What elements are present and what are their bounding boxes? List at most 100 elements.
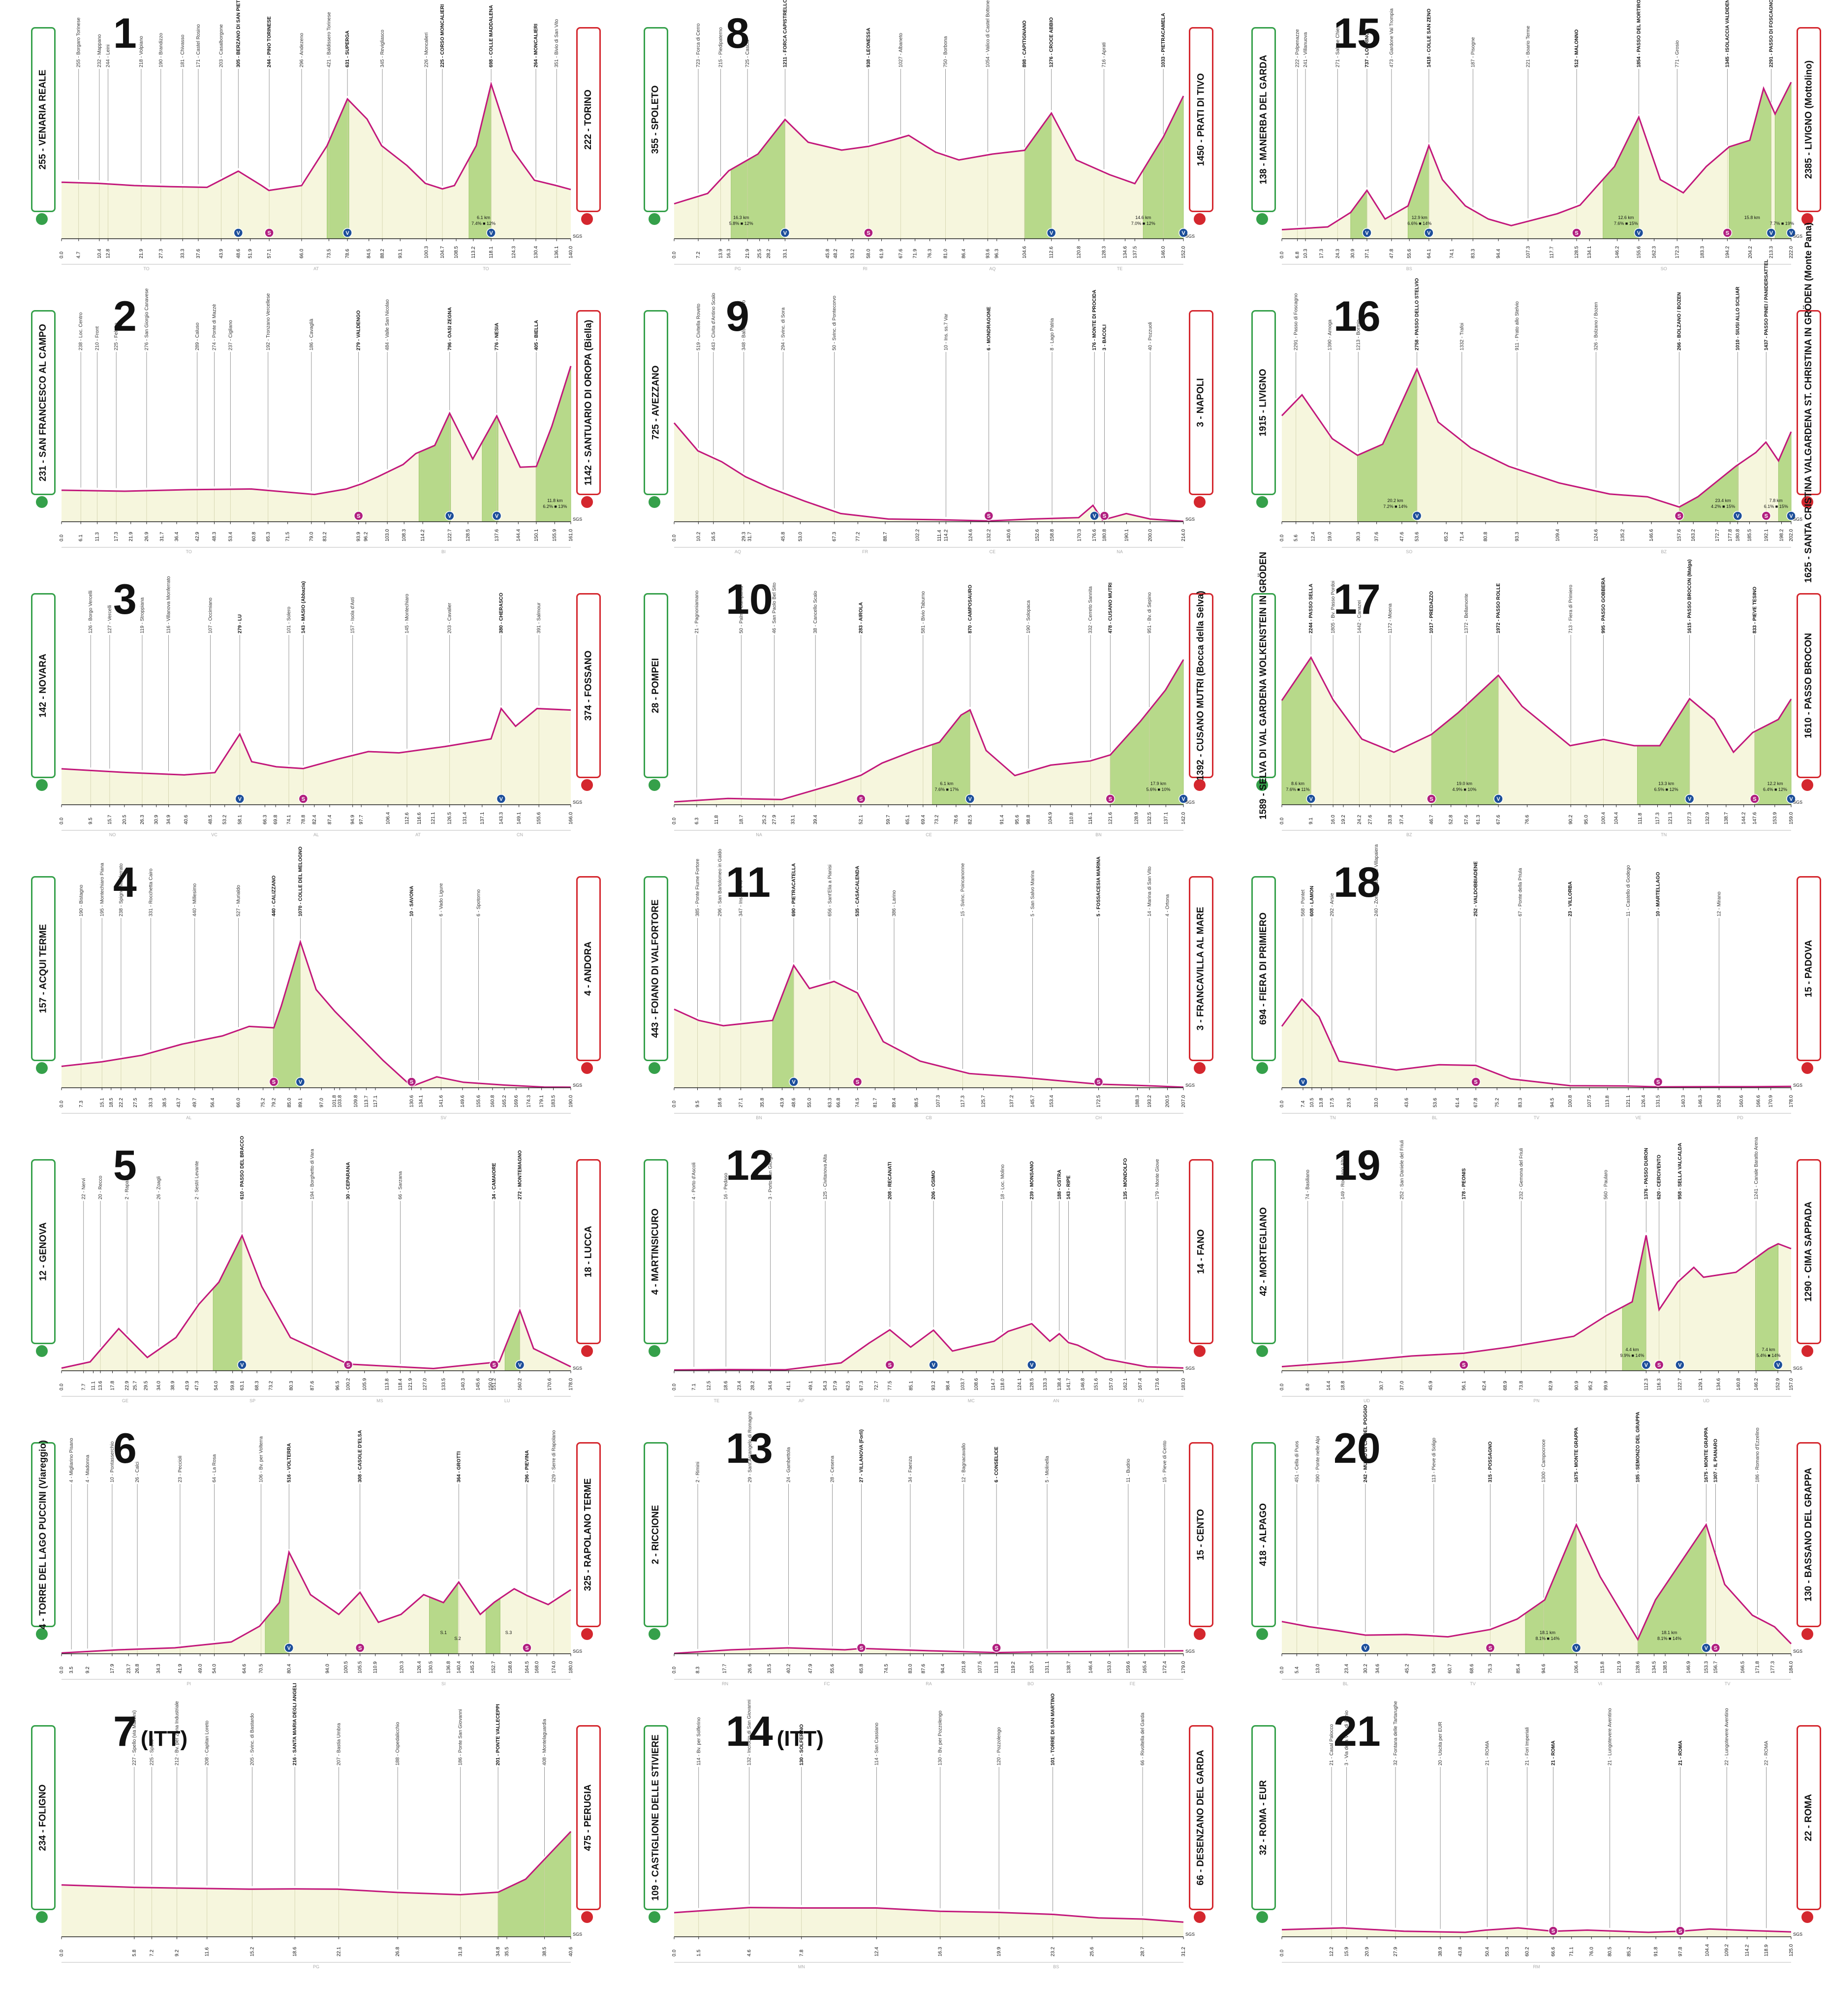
km-tick-label: 59.8 [230,1381,236,1390]
km-tick-label: 85.4 [1516,1664,1521,1673]
km-tick-label: 7.8 [799,1950,805,1956]
start-label-box: 255 - VENARIA REALE [31,27,56,212]
region-label: AT [313,266,319,271]
place-label: 20 - Uscita per EUR [1438,1722,1443,1765]
km-tick-label: 31.8 [458,1947,464,1956]
km-tick-label: 11.1 [91,1381,96,1390]
km-tick-label: 109.8 [353,1095,359,1107]
kom-marker: V [1412,511,1422,521]
km-tick-label: 71.1 [1569,1947,1575,1956]
km-tick-label: 89.1 [298,1098,303,1107]
km-tick-label: 47.3 [194,1381,200,1390]
start-label: 443 - FOIANO DI VALFORTORE [651,899,661,1038]
profile-area [674,1907,1183,1937]
profile-area [1282,657,1791,805]
km-tick-label: 190.1 [1124,529,1129,541]
km-tick-label: 153.0 [1107,1661,1113,1673]
climb-gradient-label: 5.8% ■ 12% [729,221,753,226]
km-tick-label: 107.3 [1525,246,1531,258]
place-label: 296 - San Bartolomeo in Galdo [717,849,723,916]
km-tick-label: 172.4 [1162,1661,1168,1673]
place-label: 289 - Caluso [195,322,200,350]
km-tick-label: 0.0 [59,535,64,541]
climb-gradient-label: 8.6 km [1291,781,1304,786]
svg-text:V: V [1181,796,1185,802]
place-label: 2758 - PASSO DELLO STELVIO [1415,278,1420,350]
place-label: 1442 - Canazei [1357,600,1363,633]
svg-text:S: S [1575,230,1578,236]
svg-text:V: V [1415,513,1419,519]
km-tick-label: 48.3 [212,532,217,541]
start-label: 42 - MORTEGLIANO [1258,1207,1269,1296]
climb-gradient-label: 6.1 km [477,215,490,220]
km-tick-label: 111.4 [937,530,942,541]
km-tick-label: 83.2 [322,532,328,541]
profile-area [674,965,1183,1088]
km-tick-label: 11.3 [95,532,100,541]
profile-area [674,1323,1183,1371]
place-label: 179 - Monte Giove [1155,1159,1160,1199]
place-label: 527 - Murialdo [236,885,242,916]
km-tick-label: 40.6 [568,1947,574,1956]
km-tick-label: 110.9 [373,1661,378,1673]
km-tick-label: 93.3 [1515,532,1520,541]
svg-text:V: V [287,1645,291,1651]
km-tick-label: 73.5 [326,249,332,258]
place-label: 385 - Ponte Fiume Fortore [695,858,701,916]
start-label: 355 - SPOLETO [651,85,661,154]
km-tick-label: 144.4 [516,529,521,541]
km-tick-label: 119.2 [1011,1661,1016,1673]
km-tick-label: 76.3 [928,249,933,258]
profile-area [1282,999,1791,1088]
svg-text:V: V [1789,796,1793,802]
km-tick-label: 104.4 [1614,812,1619,824]
region-label: BZ [1406,832,1412,837]
km-tick-label: 93.1 [398,249,403,258]
start-flag-icon [36,1628,48,1640]
svg-text:V: V [495,513,499,519]
km-tick-label: 90.2 [1568,815,1574,824]
km-tick-label: 131.1 [1045,1661,1050,1673]
km-tick-label: 25.7 [132,1381,138,1390]
km-tick-label: 0.0 [1279,535,1285,541]
place-label: 581 - Bivio Taburno [921,591,926,633]
km-tick-label: 18.6 [717,1098,723,1107]
km-tick-label: 71.4 [1459,532,1465,541]
place-label: 1276 - CROCE ABBIO [1049,17,1055,67]
sprint-marker: S [1105,794,1116,804]
finish-label-box: 374 - FOSSANO [576,593,601,778]
profile-line [673,422,1184,522]
place-label: 24 - Gambettola [786,1447,791,1482]
km-tick-label: 0.0 [1279,252,1285,258]
profile-chart: 0.0 9.5 18.6 27.1 35.8 43.9 48.6 55.0 63.3 66.8 74… [649,849,1206,1120]
km-tick-label: 160.8 [490,1095,496,1107]
kom-marker: V [1766,228,1776,238]
km-tick-label: 15.2 [249,1947,255,1956]
sprint-marker: S [1548,1926,1558,1936]
km-tick-label: 153.4 [1049,1095,1055,1107]
km-tick-label: 151.2 [492,1378,497,1390]
km-tick-label: 146.8 [1080,1378,1086,1390]
km-tick-label: 61.3 [1476,815,1481,824]
climb-gradient-label: S.3 [505,1630,512,1635]
place-label: 22 - Lungotevere Aventino [1724,1708,1730,1765]
km-tick-label: 86.4 [961,249,966,258]
climb-area [1603,117,1639,239]
km-tick-label: 10.3 [1303,249,1308,258]
place-label: 4 - Madonna [85,1454,91,1482]
km-tick-label: 58.0 [866,249,871,258]
svg-text:S: S [357,513,360,519]
km-tick-label: 43.9 [185,1381,190,1390]
km-tick-label: 45.8 [825,249,831,258]
start-label-box: 355 - SPOLETO [644,27,668,212]
start-label-box: 109 - CASTIGLIONE DELLE STIVIERE [644,1725,668,1910]
km-tick-label: 93.9 [356,532,362,541]
place-label: 315 - POSSAGNO [1488,1441,1493,1482]
svg-text:S: S [492,1362,496,1368]
place-label: 716 - Aprati [1102,42,1107,67]
place-label: 201 - PONTE VALLECEPPI [496,1704,501,1765]
place-label: 240 - Zona Industriale Villapaiera [1374,844,1379,916]
km-tick-label: 25.5 [757,249,763,258]
place-label: 143 - RIPE [1066,1175,1071,1199]
km-tick-label: 121.1 [431,812,436,824]
